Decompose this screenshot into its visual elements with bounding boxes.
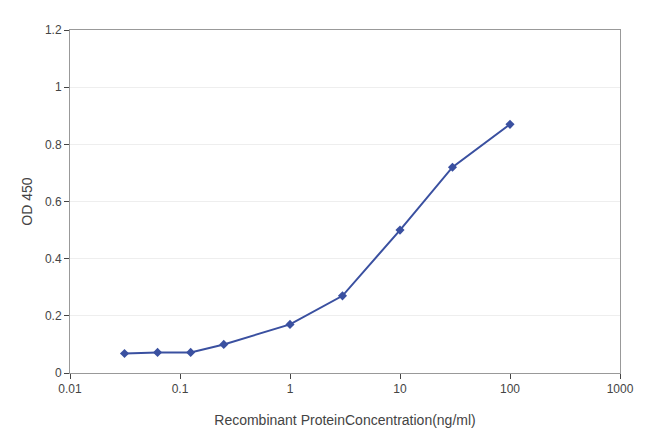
svg-text:1000: 1000 [607,382,634,396]
svg-text:100: 100 [500,382,520,396]
svg-text:10: 10 [393,382,407,396]
svg-text:OD 450: OD 450 [19,177,35,225]
svg-text:0.1: 0.1 [172,382,189,396]
svg-text:0.6: 0.6 [45,195,62,209]
svg-text:0.01: 0.01 [58,382,82,396]
svg-text:1.2: 1.2 [45,23,62,37]
svg-text:0.4: 0.4 [45,252,62,266]
svg-text:0.2: 0.2 [45,309,62,323]
svg-text:1: 1 [287,382,294,396]
svg-text:0.8: 0.8 [45,138,62,152]
svg-text:0: 0 [55,366,62,380]
svg-text:Recombinant ProteinConcentrati: Recombinant ProteinConcentration(ng/ml) [214,412,475,428]
svg-text:1: 1 [55,80,62,94]
